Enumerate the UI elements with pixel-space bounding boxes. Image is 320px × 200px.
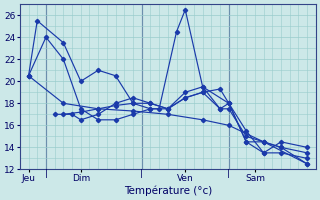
Text: |: | — [227, 169, 230, 178]
X-axis label: Température (°c): Température (°c) — [124, 185, 212, 196]
Text: |: | — [44, 169, 47, 178]
Text: |: | — [140, 169, 143, 178]
